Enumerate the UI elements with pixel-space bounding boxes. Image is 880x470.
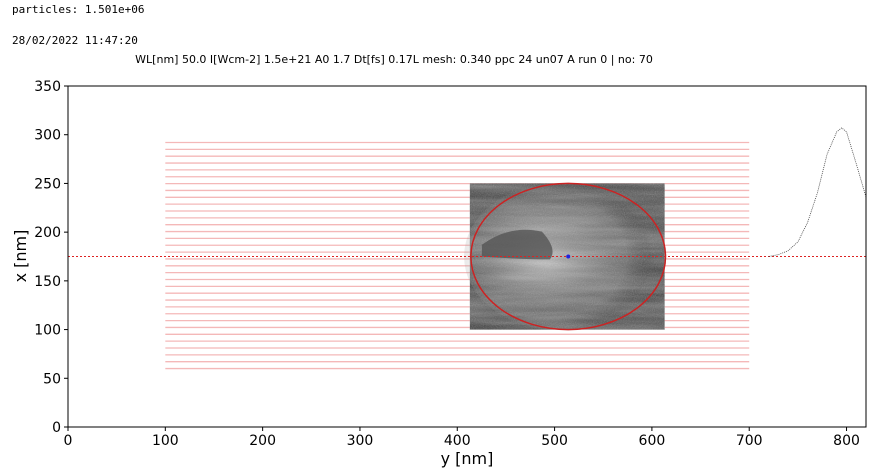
x-tick-label: 200 <box>249 433 276 449</box>
y-tick-label: 50 <box>43 371 61 387</box>
x-tick-label: 700 <box>736 433 763 449</box>
timestamp-label: 28/02/2022 11:47:20 <box>12 34 138 47</box>
y-tick-label: 300 <box>34 128 61 144</box>
axes-frame <box>67 85 867 428</box>
y-ticks: 0 50 100 150 200 250 300 350 <box>34 79 68 436</box>
y-tick-label: 350 <box>34 79 61 95</box>
image-cavity <box>481 229 553 260</box>
x-tick-label: 300 <box>347 433 374 449</box>
x-axis-label: y [nm] <box>441 449 494 468</box>
y-tick-label: 0 <box>52 420 61 436</box>
x-tick-label: 600 <box>639 433 666 449</box>
y-tick-label: 200 <box>34 225 61 241</box>
center-point <box>566 254 571 259</box>
x-ticks: 0 100 200 300 400 500 600 700 800 <box>64 427 860 449</box>
chart-subtitle: WL[nm] 50.0 I[Wcm-2] 1.5e+21 A0 1.7 Dt[f… <box>135 53 653 66</box>
x-tick-label: 0 <box>64 433 73 449</box>
x-tick-label: 500 <box>541 433 568 449</box>
y-tick-label: 100 <box>34 323 61 339</box>
x-tick-label: 400 <box>444 433 471 449</box>
overlay-layer <box>68 127 866 331</box>
fit-ellipse <box>470 182 667 331</box>
particles-label: particles: 1.501e+06 <box>12 3 145 16</box>
x-tick-label: 100 <box>152 433 179 449</box>
y-tick-label: 250 <box>34 176 61 192</box>
y-tick-label: 150 <box>34 274 61 290</box>
x-tick-label: 800 <box>833 433 860 449</box>
y-axis-label: x [nm] <box>11 230 30 283</box>
pulse-profile <box>768 127 866 257</box>
